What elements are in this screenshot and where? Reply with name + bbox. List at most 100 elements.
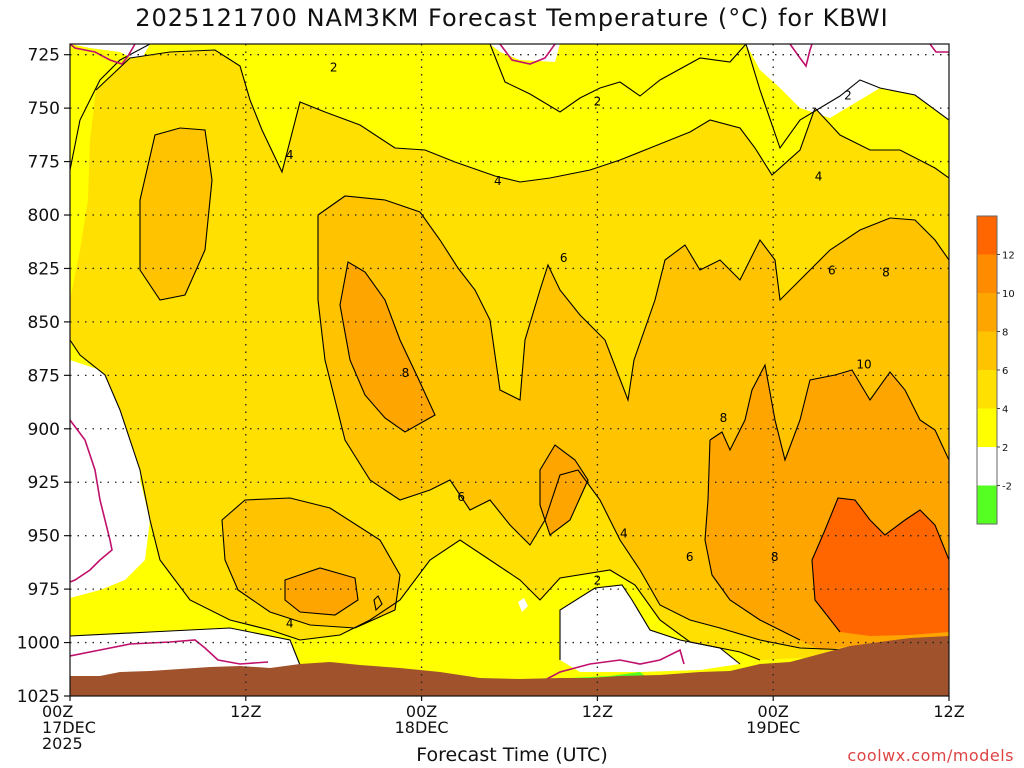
contour-line-10-right xyxy=(811,497,949,561)
colorbar-segment xyxy=(977,485,997,524)
zero-line-bottom-left xyxy=(70,639,269,665)
colorbar-label: 10 xyxy=(1002,289,1015,300)
fill-6-8-upper-left xyxy=(140,128,212,300)
contour-label: 6 xyxy=(560,251,568,265)
credit-link[interactable]: coolwx.com/models xyxy=(847,746,1014,765)
contour-line-10-right-lower xyxy=(811,559,841,633)
contour-label: 6 xyxy=(828,264,836,278)
zero-line-bottom-mid xyxy=(544,648,685,681)
contour-fills xyxy=(70,44,949,684)
zero-degree-contours xyxy=(70,44,949,681)
terrain-below-ground xyxy=(70,636,949,696)
contour-line-8-right xyxy=(709,363,949,462)
fill-8-10-center xyxy=(340,262,435,432)
y-tick-label: 925 xyxy=(28,473,60,493)
contour-line-8-center xyxy=(339,261,436,433)
y-tick-label: 1025 xyxy=(17,687,60,707)
contour-label: 2 xyxy=(594,574,602,588)
fill-white-small-blob xyxy=(518,598,528,612)
y-tick-label: 825 xyxy=(28,259,60,279)
y-tick-label: 875 xyxy=(28,366,60,386)
fill-white-top-middle xyxy=(490,44,560,62)
contour-label: 2 xyxy=(330,61,338,75)
zero-line-top-middle xyxy=(499,44,556,65)
contour-line-6-upper-left xyxy=(139,127,213,301)
contour-line-6-center xyxy=(317,195,949,403)
colorbar-segment xyxy=(977,370,997,409)
fill-8-10-small-blob xyxy=(540,445,588,535)
y-tick-label: 725 xyxy=(28,46,60,66)
contour-line-8-right-lower xyxy=(704,439,801,641)
zero-line-top-left xyxy=(70,44,136,65)
y-tick-label: 850 xyxy=(28,313,60,333)
contour-line-6-lower-left xyxy=(221,497,401,629)
contour-labels: 2 4 2 4 2 4 6 6 8 8 10 8 6 4 6 8 2 4 xyxy=(286,61,890,631)
y-tick-label: 950 xyxy=(28,527,60,547)
colorbar-segment xyxy=(977,331,997,370)
y-axis: 725 750 775 800 825 850 875 900 925 950 975 1000 102… xyxy=(17,46,70,707)
zero-line-top-right xyxy=(789,44,813,68)
colorbar-segment xyxy=(977,408,997,447)
contour-lines xyxy=(70,44,949,666)
fill-white-top-left xyxy=(70,44,150,62)
colorbar-label: 8 xyxy=(1002,328,1008,339)
x-tick-label: 12Z xyxy=(230,702,261,721)
contour-label: 2 xyxy=(844,88,852,102)
y-tick-label: 975 xyxy=(28,580,60,600)
contour-line-2-lower-mid xyxy=(559,584,741,665)
contour-line-2-top-right xyxy=(745,44,949,150)
y-tick-label: 750 xyxy=(28,99,60,119)
fill-white-top-right xyxy=(746,44,949,120)
x-tick-label: 00Z xyxy=(42,702,73,721)
x-tick-label: 00Z xyxy=(406,702,437,721)
contour-label: 6 xyxy=(457,490,465,504)
contour-line-8-lower-left xyxy=(284,567,359,616)
colorbar-label: 6 xyxy=(1002,366,1008,377)
x-tick-label: 00Z xyxy=(758,702,789,721)
x-tick-label: 19DEC xyxy=(746,718,800,737)
x-tick-label: 2025 xyxy=(42,734,83,753)
y-tick-label: 800 xyxy=(28,206,60,226)
contour-label: 4 xyxy=(494,174,502,188)
x-axis-label: Forecast Time (UTC) xyxy=(416,744,608,766)
contour-line-6-lower-boundary xyxy=(317,215,949,651)
y-tick-label: 775 xyxy=(28,153,60,173)
fill-8-10-lower-left xyxy=(285,568,358,615)
plot-frame xyxy=(69,43,950,697)
contour-line-4-lower xyxy=(70,339,761,661)
colorbar-segment xyxy=(977,447,997,486)
colorbar-segment xyxy=(977,293,997,332)
colorbar-segment xyxy=(977,254,997,293)
contour-label: 8 xyxy=(720,411,728,425)
contour-line-4-blob xyxy=(373,595,383,612)
contour-line-4-upper xyxy=(95,49,949,183)
fill-white-bottom-mid xyxy=(560,585,740,672)
contour-label: 6 xyxy=(686,550,694,564)
chart-title: 2025121700 NAM3KM Forecast Temperature (… xyxy=(135,4,889,32)
x-tick-label: 12Z xyxy=(582,702,613,721)
x-tick-label: 18DEC xyxy=(395,718,449,737)
colorbar-label: 2 xyxy=(1002,443,1008,454)
contour-line-2-lower-left xyxy=(70,627,301,666)
contour-label: 8 xyxy=(771,550,779,564)
contour-label: 2 xyxy=(594,95,602,109)
y-tick-label: 1000 xyxy=(17,634,60,654)
colorbar-label: -2 xyxy=(1002,482,1012,493)
contour-label: 8 xyxy=(882,266,890,280)
x-tick-label: 12Z xyxy=(933,702,964,721)
x-tick-label: 17DEC xyxy=(42,718,96,737)
contour-line-2-top-middle xyxy=(489,44,747,113)
y-tick-label: 900 xyxy=(28,420,60,440)
zero-line-top-right-2 xyxy=(929,44,949,53)
contour-label: 4 xyxy=(286,616,294,630)
contour-label: 4 xyxy=(286,148,294,162)
contour-label: 10 xyxy=(856,358,871,372)
zero-line-left xyxy=(70,419,113,583)
colorbar-label: 12 xyxy=(1002,251,1015,262)
fill-10-12-right xyxy=(812,498,949,636)
colorbar-segment xyxy=(977,216,997,255)
contour-label: 8 xyxy=(402,366,410,380)
contour-line-8-small xyxy=(539,444,589,536)
